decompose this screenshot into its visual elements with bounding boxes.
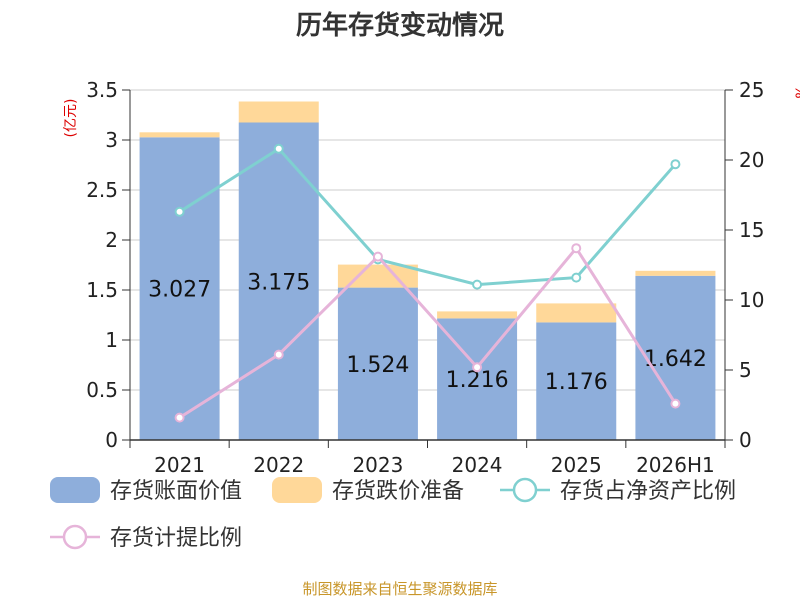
bar-book-value <box>238 122 319 440</box>
bar-value-label: 3.175 <box>247 270 310 295</box>
y-left-tick-label: 3 <box>105 128 118 152</box>
line-point-3 <box>273 349 284 360</box>
bars-layer: 3.027 3.175 1.524 1.216 1.176 1.642 <box>139 101 716 441</box>
bar-book-value <box>536 322 617 440</box>
line-point-2 <box>571 272 582 283</box>
y-left-tick-label: 1.5 <box>86 278 118 302</box>
line-series-2 <box>178 146 677 287</box>
line-point-3 <box>670 398 681 409</box>
source-note: 制图数据来自恒生聚源数据库 <box>302 580 497 598</box>
y-right-tick-label: 10 <box>739 288 764 312</box>
bar-value-label: 1.642 <box>644 347 707 372</box>
bar-impairment-reserve <box>139 132 220 138</box>
bar-value-label: 1.216 <box>446 368 509 393</box>
bar-book-value <box>139 137 220 441</box>
y-right-tick-label: 0 <box>739 428 752 452</box>
bar-impairment-reserve <box>337 264 418 288</box>
line-point-2 <box>670 159 681 170</box>
y-left-tick-label: 2 <box>105 228 118 252</box>
x-tick-label: 2023 <box>352 453 403 477</box>
chart-title: 历年存货变动情况 <box>296 10 504 41</box>
bar-impairment-reserve <box>437 311 518 319</box>
line-point-3 <box>571 243 582 254</box>
bar-impairment-reserve <box>536 303 617 323</box>
line-point-2 <box>273 143 284 154</box>
legend-label: 存货跌价准备 <box>332 479 464 504</box>
line-point-3 <box>472 362 483 373</box>
bar-value-label: 3.027 <box>148 278 211 303</box>
line-point-2 <box>472 279 483 290</box>
bar-impairment-reserve <box>238 101 319 123</box>
y-right-tick-label: 20 <box>739 148 764 172</box>
line-point-2 <box>174 206 185 217</box>
bar-value-label: 1.176 <box>545 370 608 395</box>
x-tick-label: 2021 <box>154 453 205 477</box>
legend-label: 存货占净资产比例 <box>560 479 736 504</box>
lines-layer <box>174 143 681 423</box>
x-tick-label: 2024 <box>452 453 503 477</box>
line-point-3 <box>372 251 383 262</box>
y-left-tick-label: 3.5 <box>86 78 118 102</box>
grid-lines <box>130 89 725 441</box>
line-series-3 <box>178 245 677 419</box>
y-left-tick-label: 1 <box>105 328 118 352</box>
legend-swatch <box>272 477 322 503</box>
legend-swatch-marker <box>62 524 88 550</box>
y-right-tick-label: 15 <box>739 218 764 242</box>
x-tick-label: 2022 <box>253 453 304 477</box>
y-right-tick-label: 25 <box>739 78 764 102</box>
line-point-3 <box>174 412 185 423</box>
legend-swatch-marker <box>512 477 538 503</box>
y-right-tick-label: 5 <box>739 358 752 382</box>
bar-book-value <box>337 287 418 440</box>
bar-impairment-reserve <box>635 270 716 276</box>
bar-book-value <box>635 275 716 440</box>
legend-label: 存货计提比例 <box>110 526 242 551</box>
x-tick-label: 2026H1 <box>636 453 715 477</box>
y-left-tick-label: 0.5 <box>86 378 118 402</box>
bar-value-label: 1.524 <box>346 353 409 378</box>
legend-swatch <box>50 477 100 503</box>
legend-label: 存货账面价值 <box>110 479 242 504</box>
y-left-unit: (亿元) <box>63 99 79 138</box>
y-left-tick-label: 2.5 <box>86 178 118 202</box>
x-tick-label: 2025 <box>551 453 602 477</box>
y-right-unit: % <box>794 85 800 98</box>
y-left-tick-label: 0 <box>105 428 118 452</box>
